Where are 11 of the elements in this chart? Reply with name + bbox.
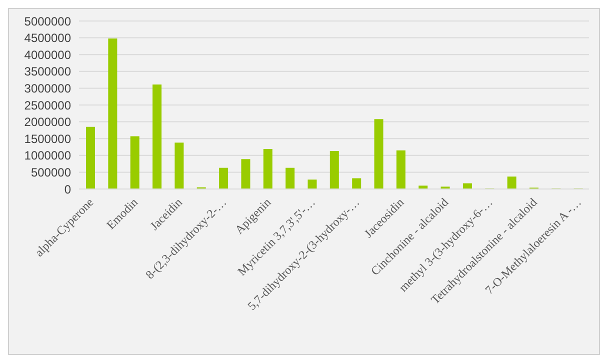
y-tick-label: 2500000 (24, 98, 72, 112)
y-tick-label: 1000000 (24, 148, 72, 163)
y-tick-label: 3500000 (24, 64, 72, 79)
y-tick-label: 4500000 (24, 31, 72, 46)
y-tick-label: 3000000 (24, 81, 72, 96)
y-tick-label: 5000000 (24, 14, 72, 28)
y-tick-label: 2000000 (24, 115, 72, 130)
y-tick-label: 4000000 (24, 48, 72, 62)
y-tick-label: 1500000 (24, 132, 72, 146)
y-tick-label: 500000 (30, 165, 72, 180)
y-tick-label: 0 (64, 182, 72, 196)
